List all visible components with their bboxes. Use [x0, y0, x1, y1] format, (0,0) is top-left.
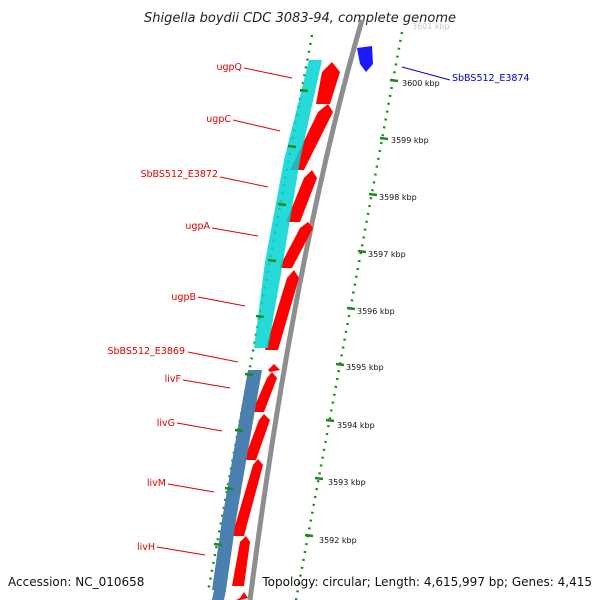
tick-label-partial: 3601 kbp — [412, 22, 450, 31]
gene-label-livF: livF — [165, 374, 181, 385]
gene-arrow — [279, 222, 313, 268]
outer-tick-ring — [294, 31, 404, 600]
ugp-operon-block — [254, 60, 322, 348]
tick-label: 3594 kbp — [337, 421, 375, 430]
gene-arrow — [232, 459, 263, 536]
gene-label-ugpC: ugpC — [206, 114, 231, 125]
map-title: Shigella boydii CDC 3083-94, complete ge… — [144, 11, 456, 26]
accession-text: Accession: NC_010658 — [8, 575, 144, 589]
gene-label-livG: livG — [157, 418, 175, 429]
ruler-tick — [325, 418, 335, 423]
gene-arrow — [268, 364, 280, 372]
gene-label-livM: livM — [147, 478, 166, 489]
tick-label: 3592 kbp — [319, 536, 357, 545]
gene-arrow — [316, 62, 340, 104]
gene-connector — [232, 119, 281, 132]
gene-connector — [211, 227, 259, 237]
tick-label: 3600 kbp — [402, 79, 440, 88]
ruler-tick — [368, 192, 378, 197]
gene-labels: ugpQ ugpC SbBS512_E3872 ugpA ugpB SbBS51… — [107, 62, 293, 556]
gene-arrow — [286, 170, 317, 222]
gene-connector — [176, 422, 223, 432]
gene-connector — [167, 483, 215, 493]
inner-ring-ticks — [213, 88, 309, 547]
tick-label: 3598 kbp — [379, 193, 417, 202]
forward-gene-track — [232, 62, 340, 600]
gene-arrow — [265, 270, 299, 350]
gene-label-livH: livH — [137, 542, 155, 553]
tick-label: 3593 kbp — [328, 478, 366, 487]
ruler-tick — [357, 249, 367, 254]
gene-connector — [182, 379, 231, 389]
gene-connector — [243, 67, 293, 79]
gene-connector — [187, 351, 239, 363]
gene-label-SbBS512_E3872: SbBS512_E3872 — [140, 169, 218, 180]
gene-label-SbBS512_E3869: SbBS512_E3869 — [107, 346, 185, 357]
tick-label: 3599 kbp — [391, 136, 429, 145]
topology-text: Topology: circular; Length: 4,615,997 bp… — [261, 575, 592, 589]
tick-label: 3596 kbp — [357, 307, 395, 316]
gene-arrow — [252, 372, 277, 412]
top-gene-arrow — [357, 46, 373, 72]
tick-label: 3597 kbp — [368, 250, 406, 259]
tick-label: 3595 kbp — [346, 363, 384, 372]
gene-label-ugpA: ugpA — [185, 221, 210, 232]
gene-arrow — [232, 536, 250, 586]
inner-tick-ring — [206, 34, 314, 593]
genome-backbone — [247, 19, 365, 600]
ruler-tick — [314, 476, 324, 481]
gene-label-ugpQ: ugpQ — [216, 62, 242, 73]
ruler-tick — [389, 78, 399, 83]
gene-label-ugpB: ugpB — [171, 292, 196, 303]
gene-connector — [197, 296, 246, 307]
top-gene-label: SbBS512_E3874 — [452, 73, 530, 84]
gene-arrow — [236, 592, 248, 600]
ruler-tick — [335, 362, 345, 367]
ruler-tick — [304, 533, 314, 538]
gene-connector — [219, 176, 269, 188]
ruler-tick — [379, 136, 389, 141]
kbp-ruler: 3601 kbp 3600 kbp 3599 kbp 3598 kbp 3597… — [304, 22, 450, 545]
liv-operon-block — [212, 370, 262, 590]
gene-connector — [156, 546, 206, 556]
gene-arrow — [244, 414, 270, 460]
ruler-tick — [346, 306, 356, 311]
liv-operon-block-tail — [212, 590, 226, 600]
top-gene-connector — [401, 66, 451, 81]
